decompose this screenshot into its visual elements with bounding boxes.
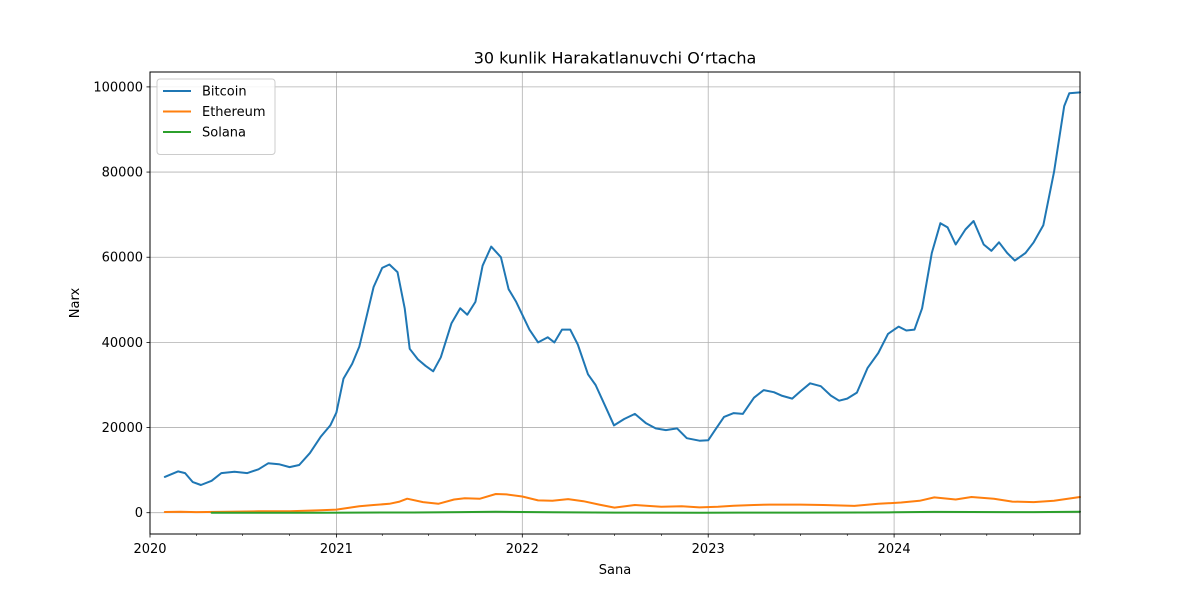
series-lines — [163, 91, 1081, 514]
x-tick-label: 2020 — [133, 542, 166, 557]
chart-title: 30 kunlik Harakatlanuvchi O‘rtacha — [474, 49, 757, 68]
grid — [149, 72, 1080, 534]
y-tick-label: 0 — [135, 506, 143, 521]
legend: Bitcoin Ethereum Solana — [156, 78, 276, 155]
x-axis-label: Sana — [599, 563, 631, 578]
y-axis-label: Narx — [68, 288, 83, 319]
x-tick-label: 2023 — [692, 542, 725, 557]
series-line-bitcoin — [163, 91, 1081, 486]
plot-area-frame — [149, 71, 1081, 535]
legend-box — [156, 78, 276, 155]
y-tick-label: 20000 — [102, 421, 143, 436]
y-axis: 0 20000 40000 60000 80000 100000 — [93, 80, 150, 521]
x-axis: 2020 2021 2022 2023 2024 — [133, 534, 1034, 557]
x-tick-label: 2021 — [320, 542, 353, 557]
x-tick-label: 2024 — [878, 542, 911, 557]
legend-label-bitcoin: Bitcoin — [202, 85, 247, 100]
y-tick-label: 60000 — [102, 251, 143, 266]
y-tick-label: 80000 — [102, 166, 143, 181]
x-tick-label: 2022 — [506, 542, 539, 557]
legend-label-ethereum: Ethereum — [202, 105, 266, 120]
y-tick-label: 100000 — [93, 80, 143, 95]
y-tick-label: 40000 — [102, 336, 143, 351]
series-line-solana — [210, 510, 1081, 514]
series-line-ethereum — [163, 493, 1081, 514]
legend-label-solana: Solana — [202, 126, 246, 141]
